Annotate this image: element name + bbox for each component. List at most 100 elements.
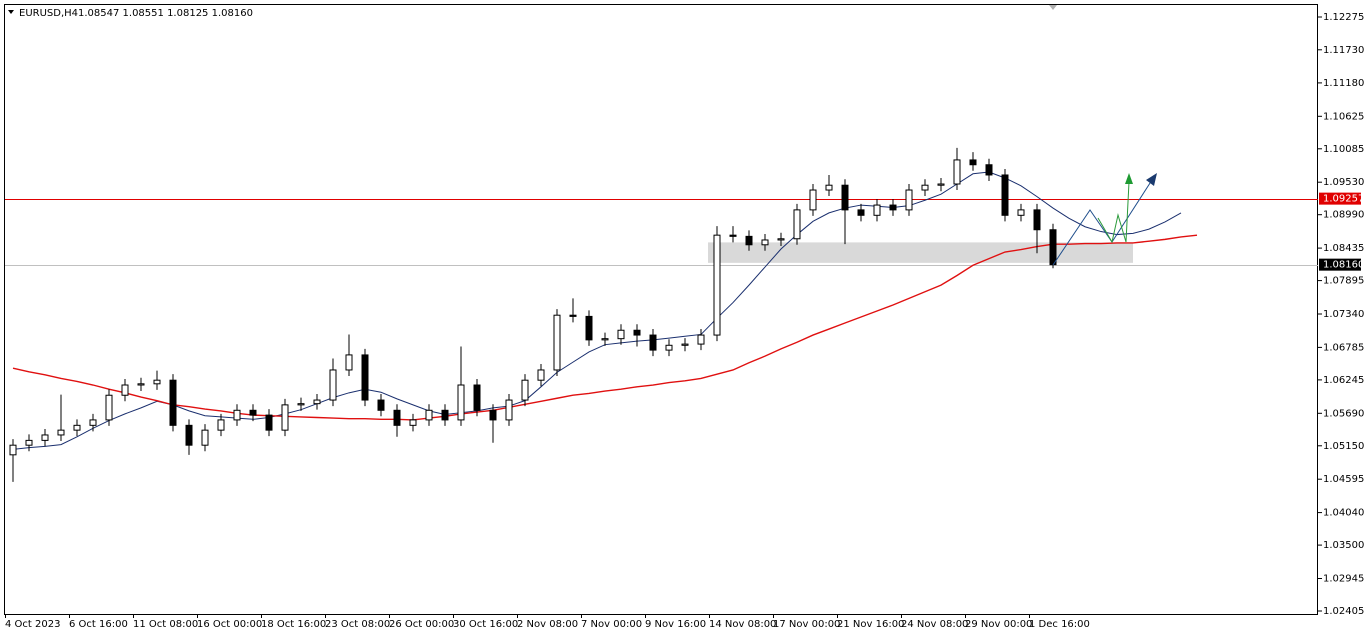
candle-body xyxy=(617,329,625,340)
price-label-box xyxy=(1319,192,1361,205)
y-tick-label: 1.04040 xyxy=(1323,508,1364,519)
header-arrow xyxy=(8,10,14,14)
x-tick-label: 7 Nov 00:00 xyxy=(581,619,642,630)
candle-body xyxy=(745,235,753,246)
y-tick-label: 1.06785 xyxy=(1323,342,1364,353)
x-tick-label: 30 Oct 16:00 xyxy=(453,619,518,630)
candle-body xyxy=(137,383,145,386)
moving-average-line xyxy=(12,234,1198,421)
shift-marker xyxy=(1049,5,1057,10)
candle-body xyxy=(649,334,657,351)
x-tick-label: 24 Nov 08:00 xyxy=(901,619,968,630)
candle-body xyxy=(601,338,609,341)
y-tick-label: 1.11180 xyxy=(1323,78,1364,89)
candle-body xyxy=(89,419,97,426)
x-tick-label: 17 Nov 00:00 xyxy=(773,619,840,630)
candle-body xyxy=(425,409,433,421)
candle-body xyxy=(489,409,497,421)
y-tick-label: 1.05150 xyxy=(1323,441,1364,452)
x-tick-label: 26 Oct 00:00 xyxy=(389,619,454,630)
x-tick-label: 6 Oct 16:00 xyxy=(69,619,128,630)
candle-body xyxy=(105,394,113,421)
candle-body xyxy=(505,399,513,421)
x-tick-label: 2 Nov 08:00 xyxy=(517,619,578,630)
candle-body xyxy=(473,384,481,411)
candle-body xyxy=(9,444,17,456)
candle-body xyxy=(233,409,241,421)
candle-body xyxy=(441,409,449,421)
x-tick-label: 14 Nov 08:00 xyxy=(709,619,776,630)
candle-body xyxy=(889,204,897,211)
candle-body xyxy=(73,424,81,431)
candle-body xyxy=(313,399,321,405)
x-tick-label: 1 Dec 16:00 xyxy=(1029,619,1090,630)
candle-body xyxy=(585,315,593,341)
candle-body xyxy=(297,403,305,406)
candle-body xyxy=(409,419,417,426)
y-tick-label: 1.10625 xyxy=(1323,111,1364,122)
x-tick-label: 21 Nov 16:00 xyxy=(837,619,904,630)
x-tick-label: 23 Oct 08:00 xyxy=(325,619,390,630)
y-tick-label: 1.10085 xyxy=(1323,144,1364,155)
y-tick-label: 1.07340 xyxy=(1323,309,1364,320)
candle-body xyxy=(985,164,993,176)
candle-body xyxy=(521,379,529,401)
y-tick-label: 1.12275 xyxy=(1323,12,1364,23)
plot-frame xyxy=(4,4,1318,615)
candle-body xyxy=(121,384,129,396)
y-tick-label: 1.11730 xyxy=(1323,45,1364,56)
candle-body xyxy=(873,204,881,216)
candle-body xyxy=(265,414,273,431)
candle-body xyxy=(1033,209,1041,231)
x-tick-label: 4 Oct 2023 xyxy=(5,619,60,630)
x-tick-label: 16 Oct 00:00 xyxy=(197,619,262,630)
candle-body xyxy=(201,429,209,446)
candle-body xyxy=(841,184,849,211)
candle-body xyxy=(665,344,673,351)
candle-body xyxy=(153,379,161,385)
candle-body xyxy=(921,184,929,191)
x-tick-label: 9 Nov 16:00 xyxy=(645,619,706,630)
candle-body xyxy=(857,209,865,216)
candle-body xyxy=(169,379,177,426)
candle-body xyxy=(185,424,193,446)
y-tick-label: 1.08990 xyxy=(1323,210,1364,221)
projection-arrowhead xyxy=(1125,173,1133,184)
candle-body xyxy=(793,209,801,240)
candle-body xyxy=(329,369,337,401)
candle-body xyxy=(281,404,289,431)
projection-line xyxy=(1097,181,1130,244)
projection-arrowhead xyxy=(1146,173,1157,186)
chart-subtitle: 1.08547 1.08551 1.08125 1.08160 xyxy=(78,8,253,19)
candle-body xyxy=(681,343,689,346)
candle-body xyxy=(361,354,369,401)
candle-body xyxy=(937,183,945,186)
candle-body xyxy=(729,234,737,237)
y-tick-label: 1.08435 xyxy=(1323,243,1364,254)
x-tick-label: 18 Oct 16:00 xyxy=(261,619,326,630)
candle-body xyxy=(969,159,977,166)
candle-body xyxy=(217,419,225,431)
candle-body xyxy=(761,239,769,246)
price-label: 1.09257 xyxy=(1323,194,1364,205)
candle-body xyxy=(345,354,353,371)
price-label-box xyxy=(1319,258,1361,271)
price-label: 1.08160 xyxy=(1323,260,1364,271)
support-zone xyxy=(708,242,1133,263)
candle-body xyxy=(57,429,65,436)
candle-body xyxy=(905,189,913,211)
candle-body xyxy=(377,399,385,411)
candle-body xyxy=(1001,174,1009,216)
candle-body xyxy=(537,369,545,381)
candle-body xyxy=(713,234,721,336)
y-tick-label: 1.06245 xyxy=(1323,375,1364,386)
y-tick-label: 1.02405 xyxy=(1323,606,1364,617)
candle-body xyxy=(553,314,561,371)
y-tick-label: 1.07895 xyxy=(1323,276,1364,287)
candle-body xyxy=(25,439,33,446)
candle-body xyxy=(953,159,961,185)
y-tick-label: 1.04595 xyxy=(1323,474,1364,485)
y-tick-label: 1.03500 xyxy=(1323,540,1364,551)
